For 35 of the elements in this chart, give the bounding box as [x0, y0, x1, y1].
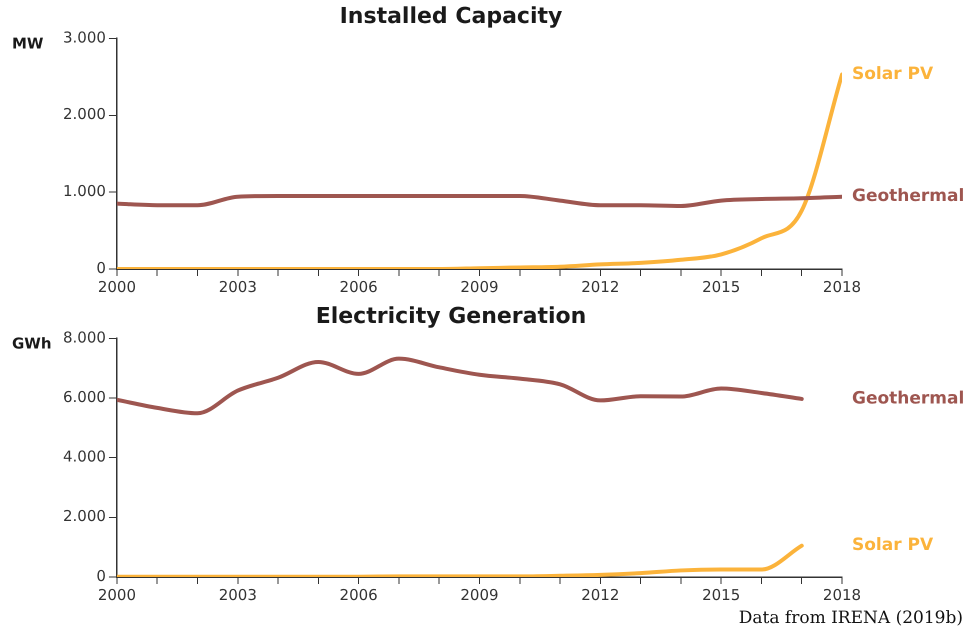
- y-axis-title: MW: [12, 34, 44, 52]
- y-axis-title: GWh: [12, 334, 52, 352]
- x-tick-label: 2000: [98, 278, 136, 296]
- line-series: [116, 194, 842, 208]
- x-tick-label: 2015: [702, 586, 740, 604]
- y-tick-label: 2.000: [62, 105, 106, 124]
- text: Geothermal: [852, 388, 964, 408]
- x-tick-label: 2006: [340, 586, 378, 604]
- x-tick-label: 2003: [218, 586, 257, 604]
- x-tick-label: 2000: [98, 586, 136, 604]
- x-tick-label: 2018: [822, 278, 862, 296]
- x-tick-label: 2009: [460, 586, 499, 604]
- x-tick-label: 2012: [581, 278, 620, 296]
- series-label: Solar PV: [852, 64, 934, 84]
- y-tick-label: 3.000: [62, 28, 106, 46]
- y-tick-label: 0: [96, 566, 106, 585]
- line-series: [116, 356, 804, 416]
- x-tick-label: 2006: [340, 278, 378, 296]
- y-tick-label: 8.000: [62, 328, 106, 346]
- line-series: [116, 544, 804, 577]
- y-tick-label: 0: [96, 258, 106, 277]
- x-tick-label: 2012: [581, 586, 620, 604]
- y-tick-label: 4.000: [62, 448, 106, 466]
- x-tick-label: 2018: [822, 586, 862, 604]
- chart-title: Electricity Generation: [316, 304, 586, 329]
- y-tick-label: 6.000: [62, 388, 106, 406]
- y-tick-label: 1.000: [62, 182, 106, 200]
- chart-title: Installed Capacity: [340, 4, 562, 29]
- text: Data from IRENA (2019b): [738, 608, 964, 628]
- x-tick-label: 2015: [702, 278, 740, 296]
- series-label: Geothermal: [852, 186, 964, 206]
- x-tick-label: 2009: [460, 278, 499, 296]
- y-tick-label: 2.000: [62, 507, 106, 526]
- x-tick-label: 2003: [218, 278, 257, 296]
- text: Solar PV: [852, 535, 934, 556]
